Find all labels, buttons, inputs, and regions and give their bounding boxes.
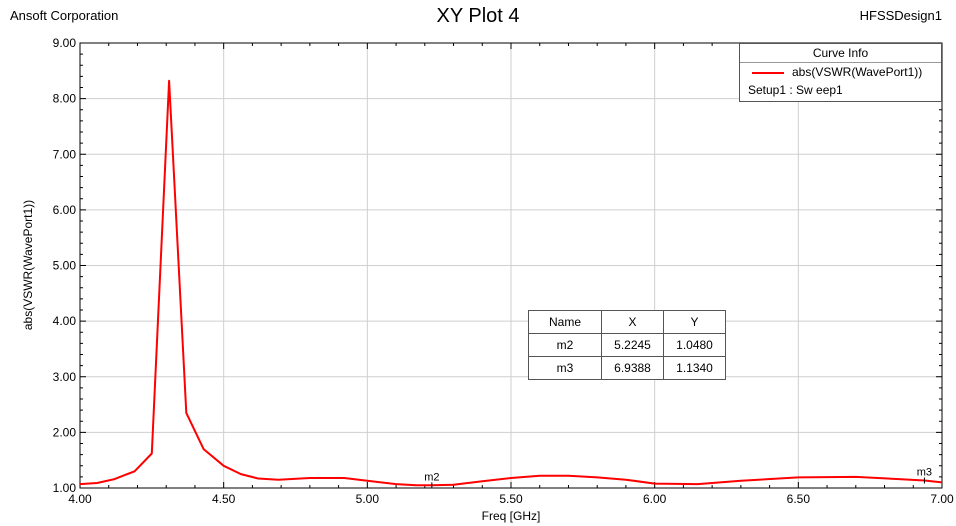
- legend-title: Curve Info: [740, 44, 941, 63]
- marker-y: 1.1340: [663, 356, 726, 380]
- marker-name: m3: [528, 356, 602, 380]
- series-group: [79, 79, 943, 487]
- plot-title: XY Plot 4: [436, 5, 520, 27]
- y-tick-labels: 1.00 2.00 3.00 4.00 5.00 6.00 7.00 8.00 9.00: [53, 36, 77, 495]
- marker-table: Name X Y m2 5.2245 1.0480 m3 6.9388 1.13…: [528, 310, 726, 380]
- x-tick-label: 4.00: [68, 492, 92, 506]
- legend-swatch: [752, 72, 784, 74]
- x-tick-labels: 4.00 4.50 5.00 5.50 6.00 6.50 7.00: [68, 492, 954, 506]
- y-tick-label: 6.00: [53, 203, 77, 217]
- y-axis-label: abs(VSWR(WavePort1)): [21, 200, 35, 330]
- marker-header-x: X: [601, 310, 664, 334]
- marker-name: m2: [528, 333, 602, 357]
- y-tick-label: 8.00: [53, 92, 77, 106]
- marker-y: 1.0480: [663, 333, 726, 357]
- design-name: HFSSDesign1: [859, 8, 942, 23]
- marker-x: 5.2245: [601, 333, 664, 357]
- marker-x: 6.9388: [601, 356, 664, 380]
- vswr-series-line: [79, 79, 943, 487]
- marker-header-name: Name: [528, 310, 602, 334]
- y-tick-label: 9.00: [53, 36, 77, 50]
- y-tick-label: 7.00: [53, 147, 77, 161]
- x-tick-label: 6.50: [787, 492, 811, 506]
- table-row: m2 5.2245 1.0480: [528, 333, 726, 357]
- y-tick-label: 1.00: [53, 481, 77, 495]
- legend-setup-label: Setup1 : Sw eep1: [748, 83, 843, 97]
- curve-info-legend[interactable]: Curve Info abs(VSWR(WavePort1)) Setup1 :…: [739, 43, 942, 102]
- y-tick-label: 3.00: [53, 370, 77, 384]
- table-row: m3 6.9388 1.1340: [528, 356, 726, 380]
- grid-lines: [80, 43, 942, 488]
- x-tick-label: 5.00: [356, 492, 380, 506]
- legend-curve-label: abs(VSWR(WavePort1)): [792, 65, 923, 79]
- x-tick-label: 5.50: [499, 492, 523, 506]
- company-label: Ansoft Corporation: [10, 8, 119, 23]
- x-tick-label: 7.00: [930, 492, 954, 506]
- axis-ticks: [79, 42, 943, 489]
- marker-label: m2: [424, 471, 439, 483]
- x-tick-label: 4.50: [212, 492, 236, 506]
- marker-label: m3: [917, 467, 932, 479]
- marker-group: m2 m3: [424, 467, 932, 489]
- legend-entry[interactable]: abs(VSWR(WavePort1)): [740, 63, 941, 81]
- y-tick-label: 2.00: [53, 425, 77, 439]
- x-axis-label: Freq [GHz]: [482, 509, 541, 523]
- marker-table-header: Name X Y: [528, 310, 726, 334]
- marker-header-y: Y: [663, 310, 726, 334]
- y-tick-label: 4.00: [53, 314, 77, 328]
- x-tick-label: 6.00: [643, 492, 667, 506]
- y-tick-label: 5.00: [53, 259, 77, 273]
